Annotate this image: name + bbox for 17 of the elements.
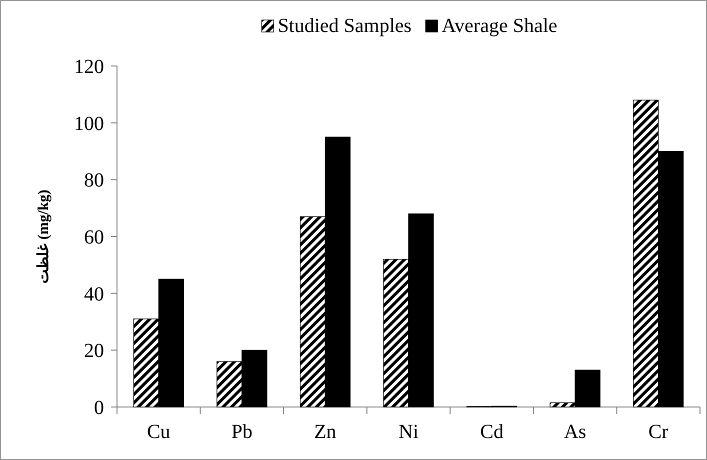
y-tick-label: 80	[84, 170, 104, 192]
y-tick-label: 100	[74, 112, 104, 135]
y-tick-label: 20	[84, 340, 104, 362]
x-tick-label: Zn	[314, 421, 336, 443]
legend-label: Studied Samples	[278, 15, 412, 37]
y-axis-title: غلظت (mg/kg)	[36, 190, 52, 284]
y-tick-label: 0	[94, 397, 104, 419]
x-tick-label: Ni	[398, 421, 419, 443]
x-tick-label: As	[564, 421, 586, 443]
y-tick-label: 120	[74, 56, 104, 78]
x-tick-label: Cr	[648, 421, 669, 443]
y-tick-label: 60	[84, 226, 104, 248]
x-tick-label: Cd	[480, 421, 504, 443]
legend-label: Average Shale	[442, 15, 558, 37]
x-tick-label: Cu	[146, 421, 170, 443]
x-tick-label: Pb	[231, 421, 252, 443]
y-tick-label: 40	[84, 283, 104, 306]
